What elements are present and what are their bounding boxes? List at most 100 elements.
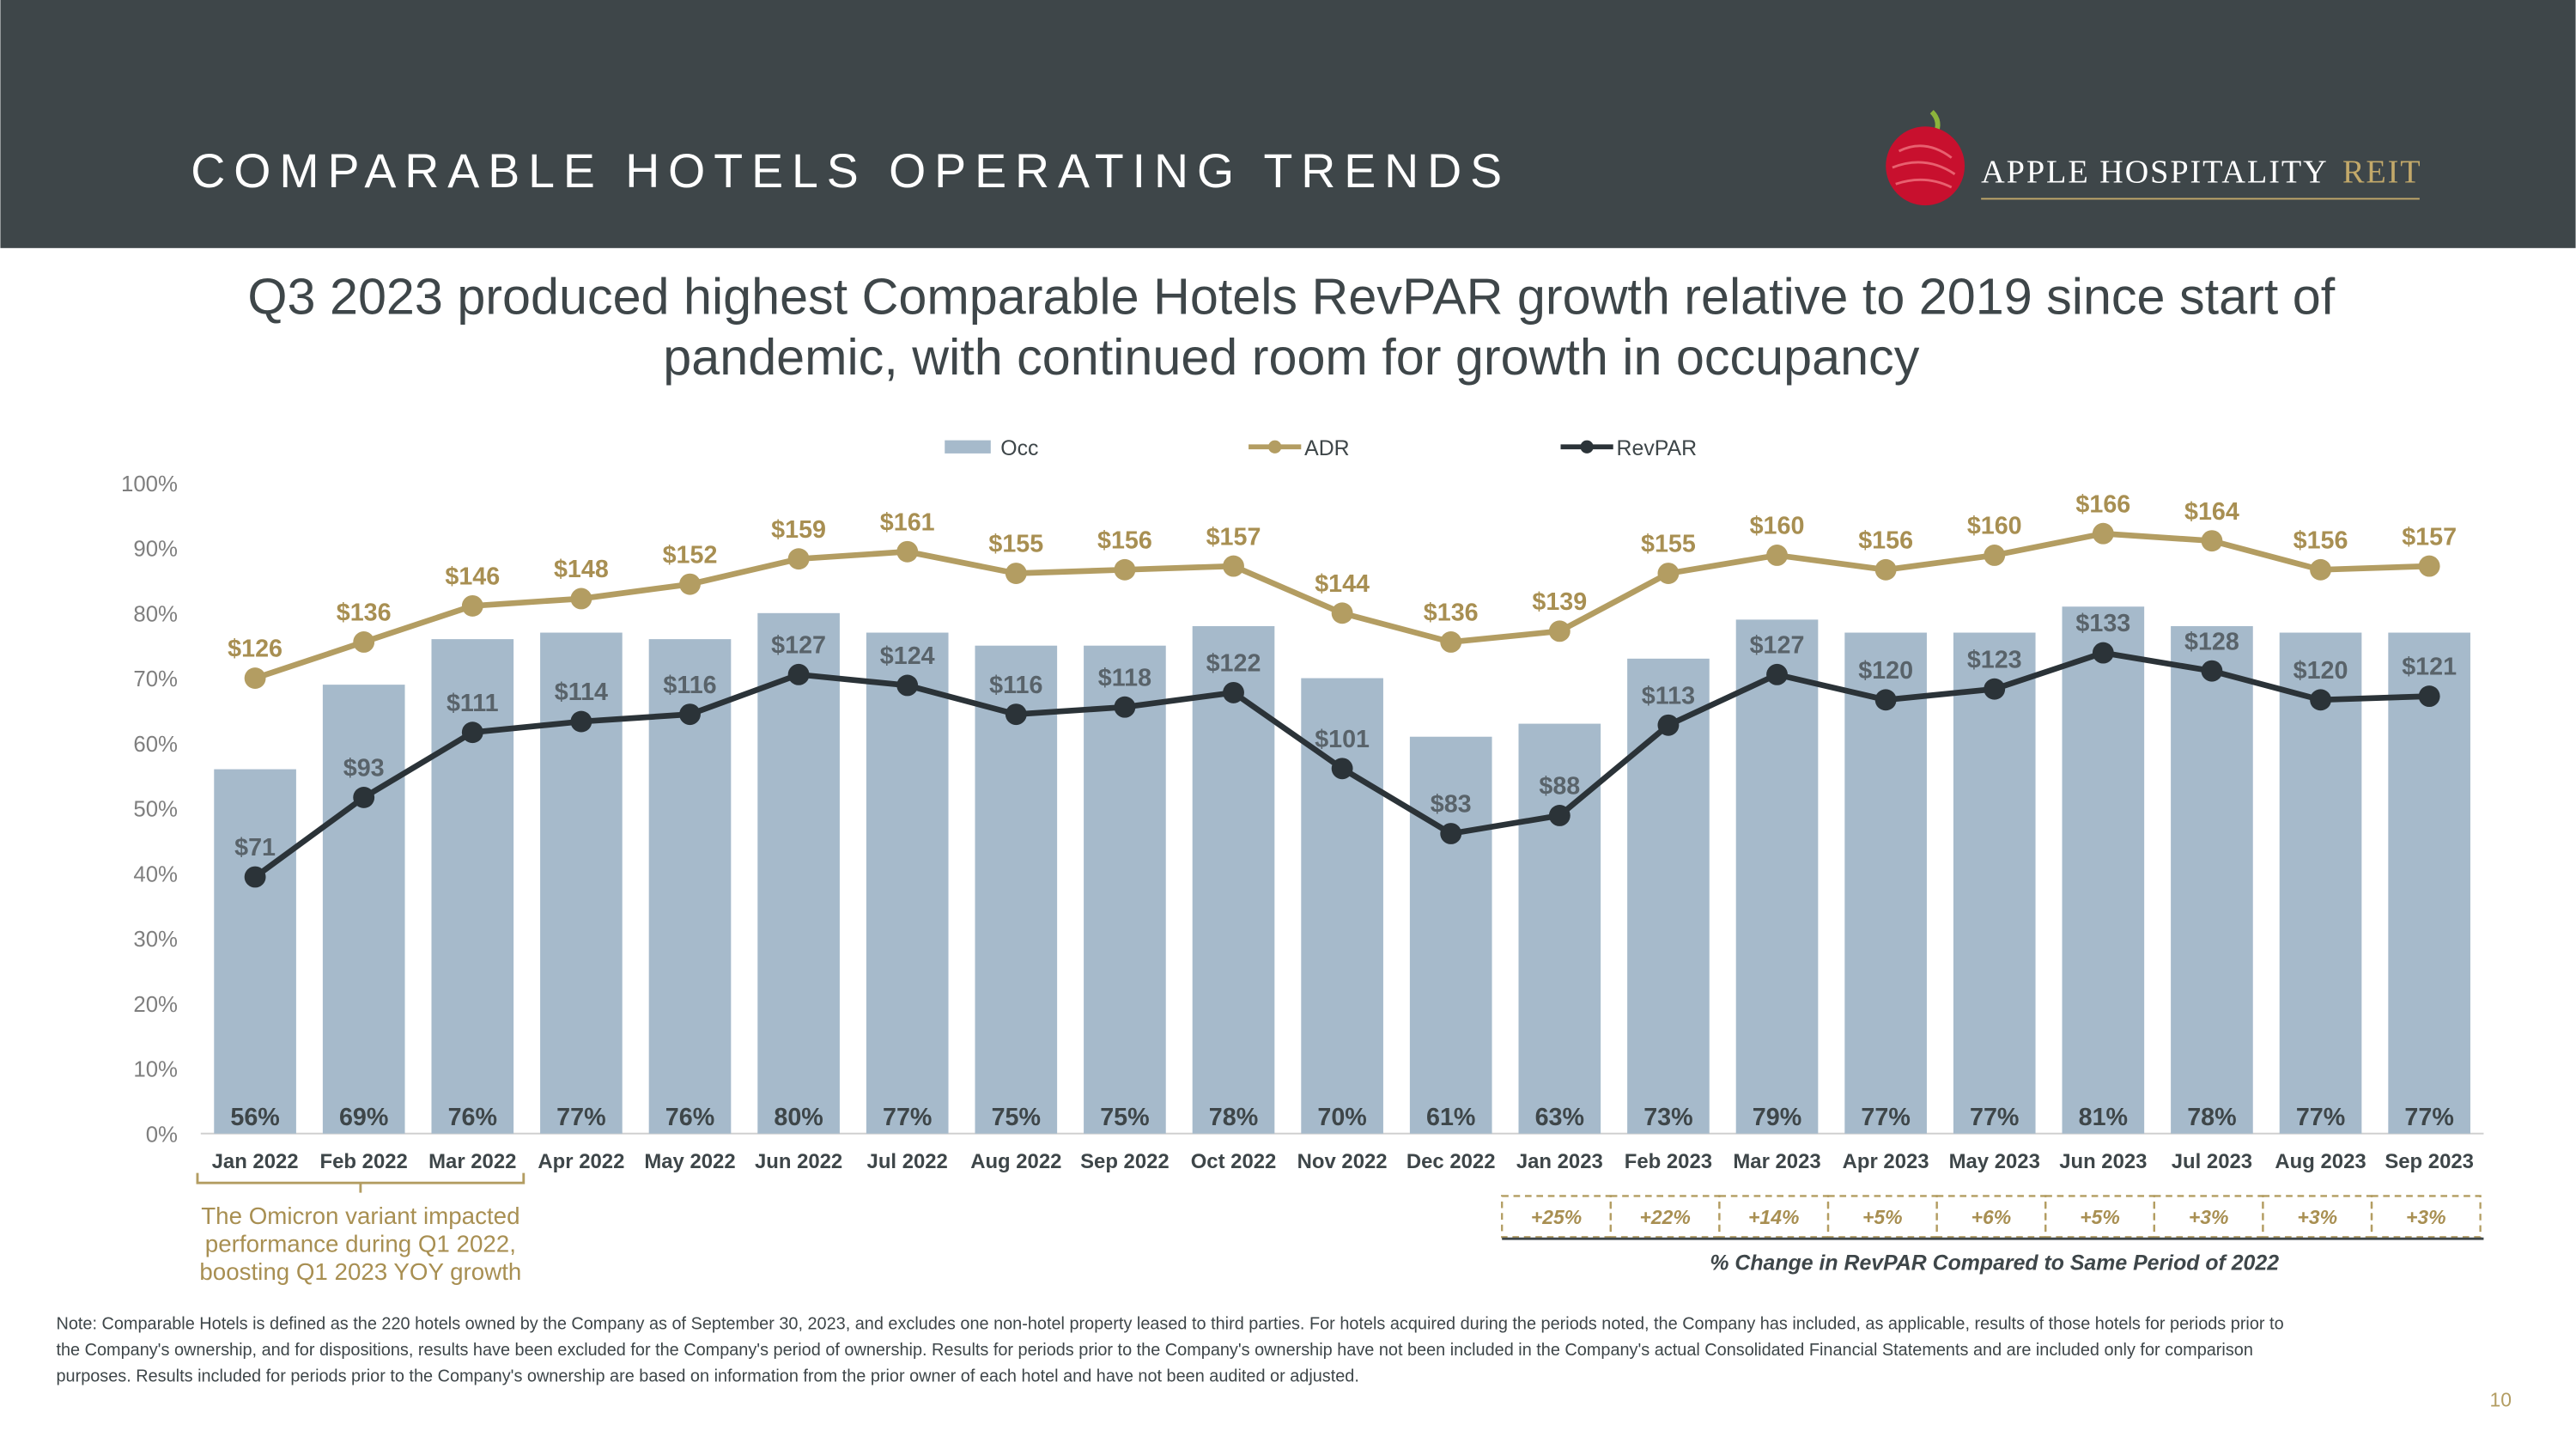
point [679, 703, 701, 726]
point-label: $127 [771, 631, 826, 659]
point [1984, 545, 2006, 566]
point-label: $155 [1641, 531, 1696, 558]
logo: APPLE HOSPITALITY REIT [1886, 110, 2422, 206]
bar-label: 69% [339, 1104, 388, 1131]
point-label: $128 [2184, 628, 2239, 655]
bar [1844, 632, 1927, 1134]
point-label: $148 [554, 556, 609, 583]
bar-label: 77% [2296, 1104, 2345, 1131]
legend-swatch [945, 440, 991, 454]
point [1548, 805, 1571, 826]
bar-label: 77% [1861, 1104, 1910, 1131]
bar [540, 632, 623, 1134]
bar [757, 612, 840, 1134]
note: Note: Comparable Hotels is defined as th… [56, 1314, 2283, 1333]
point-label: $164 [2184, 498, 2239, 526]
point [1331, 602, 1353, 624]
change-label: +5% [1862, 1206, 1903, 1228]
y-tick-label: 60% [133, 733, 178, 757]
point [2092, 642, 2114, 664]
page-number: 10 [2489, 1388, 2512, 1410]
point [570, 588, 592, 610]
point [1657, 563, 1680, 584]
point-label: $133 [2075, 610, 2130, 637]
bar-label: 70% [1317, 1104, 1366, 1131]
point-label: $166 [2075, 490, 2130, 518]
legend-label: Occ [1000, 436, 1038, 460]
point [2201, 660, 2223, 682]
y-tick-label: 100% [121, 472, 178, 496]
x-tick-label: Jul 2022 [867, 1150, 948, 1173]
point [1548, 620, 1571, 642]
point-label: $114 [555, 679, 608, 706]
point-label: $120 [1858, 657, 1913, 685]
point [787, 663, 810, 685]
point [1874, 558, 1897, 581]
x-tick-label: Oct 2022 [1191, 1150, 1277, 1173]
note: the Company's ownership, and for disposi… [56, 1341, 2252, 1360]
point [461, 594, 483, 617]
bar-label: 76% [665, 1104, 714, 1131]
bar-label: 80% [774, 1104, 823, 1131]
bar-label: 77% [2404, 1104, 2453, 1131]
bar [1084, 645, 1166, 1134]
bar [2171, 625, 2253, 1134]
point-label: $157 [2402, 523, 2457, 551]
point-label: $159 [771, 516, 826, 544]
point [896, 674, 919, 697]
bar-label: 78% [2187, 1104, 2236, 1131]
point-label: $120 [2293, 657, 2348, 685]
point [244, 667, 266, 689]
point-label: $111 [447, 690, 499, 717]
bracket [196, 1172, 526, 1193]
x-tick-label: May 2022 [644, 1150, 735, 1173]
note: purposes. Results included for periods p… [56, 1367, 1358, 1386]
bar-label: 78% [1209, 1104, 1258, 1131]
x-tick-label: Aug 2023 [2275, 1150, 2366, 1173]
point-label: $161 [880, 508, 935, 536]
point [1114, 558, 1136, 581]
point-label: $160 [1750, 513, 1805, 540]
y-tick-label: 30% [133, 928, 178, 952]
change-label: +3% [2297, 1206, 2337, 1228]
point [1440, 823, 1462, 844]
x-tick-label: May 2023 [1949, 1150, 2040, 1173]
point [787, 548, 810, 570]
change-box [2370, 1195, 2482, 1239]
logo-suffix: REIT [2342, 154, 2422, 190]
point [2201, 530, 2223, 552]
point-label: $156 [2293, 527, 2348, 554]
point-label: $101 [1315, 726, 1370, 753]
x-tick-label: Dec 2022 [1406, 1150, 1496, 1173]
bar-label: 61% [1426, 1104, 1475, 1131]
subtitle-line: Q3 2023 produced highest Comparable Hote… [247, 267, 2335, 325]
point [353, 786, 375, 808]
bar [1409, 736, 1492, 1134]
bar-label: 77% [883, 1104, 932, 1131]
point-label: $121 [2402, 654, 2457, 681]
bar [866, 632, 949, 1134]
point-label: $123 [1967, 646, 2022, 673]
point-label: $118 [1098, 664, 1151, 691]
point-label: $124 [880, 642, 935, 670]
point [2310, 558, 2331, 581]
x-tick-label: Mar 2023 [1733, 1150, 1820, 1173]
point [1223, 555, 1244, 577]
bar-label: 73% [1643, 1104, 1692, 1131]
y-tick-label: 70% [133, 667, 178, 691]
bar [431, 639, 514, 1134]
x-tick-label: Sep 2023 [2385, 1150, 2474, 1173]
point-label: $127 [1750, 631, 1805, 659]
bar [975, 645, 1058, 1134]
x-tick-label: Apr 2022 [538, 1150, 624, 1173]
point [1440, 631, 1462, 653]
bar [322, 685, 405, 1134]
x-tick-label: Nov 2022 [1297, 1150, 1388, 1173]
y-tick-label: 10% [133, 1058, 178, 1082]
subtitle-line: pandemic, with continued room for growth… [663, 328, 1919, 386]
x-tick-label: Jun 2022 [755, 1150, 842, 1173]
point-label: $157 [1206, 523, 1261, 551]
change-label: +5% [2080, 1206, 2120, 1228]
logo-name: APPLE HOSPITALITY [1981, 154, 2329, 190]
